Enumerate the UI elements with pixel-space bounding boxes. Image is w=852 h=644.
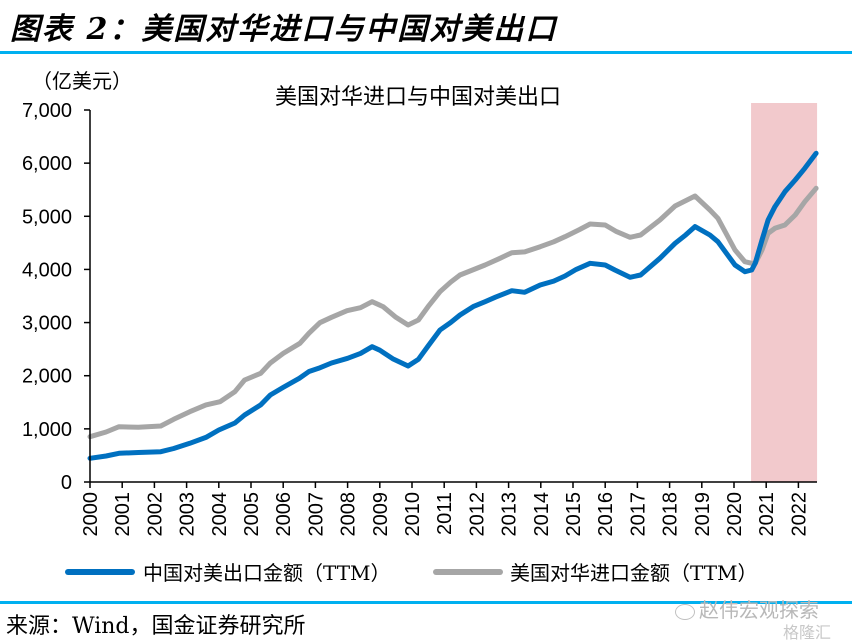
legend-label-us-imports: 美国对华进口金额（TTM） [510,561,758,585]
wechat-icon [675,603,695,620]
x-tick-label: 2004 [209,492,231,537]
x-tick-label: 2012 [466,492,488,536]
legend-label-china-exports: 中国对美出口金额（TTM） [143,561,391,585]
source-note: 来源：Wind，国金证券研究所 [6,614,306,639]
gelonghui-logo: 格隆汇 [783,623,832,642]
x-tick-label: 2002 [144,492,166,537]
y-tick-label: 5,000 [22,206,72,228]
x-tick-label: 2022 [788,492,810,537]
y-tick-label: 7,000 [22,100,72,122]
x-tick-label: 2013 [499,492,521,537]
y-tick-label: 6,000 [22,153,72,175]
figure-title: 图表 2：美国对华进口与中国对美出口 [10,12,558,47]
x-tick-label: 2018 [660,492,682,537]
x-tick-label: 2007 [305,492,327,537]
y-tick-label: 1,000 [22,419,72,441]
top-rule [0,51,852,54]
y-axis-unit-label: （亿美元） [32,69,132,93]
x-tick-label: 2008 [338,492,360,537]
x-tick-label: 2016 [595,492,617,537]
y-tick-label: 3,000 [22,313,72,335]
x-tick-label: 2011 [434,492,456,535]
watermark-logo: 格隆汇 [783,619,831,643]
x-tick-label: 2014 [531,492,553,537]
x-tick-label: 2020 [724,492,746,537]
x-tick-label: 2019 [692,492,714,537]
x-tick-label: 2000 [80,492,102,537]
x-tick-label: 2001 [112,492,134,537]
y-tick-label: 4,000 [22,259,72,281]
shaded-region [751,103,818,482]
x-tick-label: 2005 [241,492,263,537]
series-line-china-exports [87,150,819,461]
legend: 中国对美出口金额（TTM） 美国对华进口金额（TTM） [65,561,758,585]
x-tick-label: 2017 [627,492,649,537]
y-tick-label: 2,000 [22,366,72,388]
x-tick-label: 2009 [370,492,392,537]
series-line-us-imports [87,185,819,440]
x-tick-label: 2010 [402,492,424,537]
chart-title: 美国对华进口与中国对美出口 [275,85,561,110]
watermark-wechat: 赵伟宏观探索 [675,594,819,623]
chart: 0 1,000 2,000 3,000 4,000 5,000 6,000 7,000 2000… [22,69,819,585]
bottom-rule [0,601,852,604]
x-tick-label: 2015 [563,492,585,537]
x-tick-label: 2021 [756,492,778,537]
x-tick-label: 2003 [177,492,199,537]
x-tick-label: 2006 [273,492,295,537]
y-tick-label: 0 [61,472,72,494]
watermark-text: 赵伟宏观探索 [699,598,819,622]
